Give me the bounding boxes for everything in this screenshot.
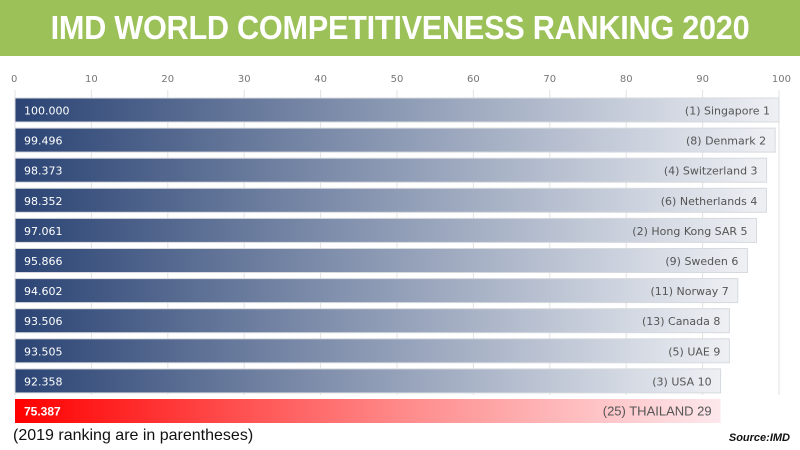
bar-row: 94.602 (11) Norway 7 [14, 278, 739, 304]
x-axis-ticks: 0 10 20 30 40 50 60 70 80 90 100 [11, 74, 791, 85]
x-tick-label: 0 [11, 74, 17, 85]
bar [14, 338, 730, 364]
source-credit: Source:IMD [728, 432, 790, 444]
bar-value-label: 98.352 [24, 195, 63, 208]
x-tick-label: 100 [772, 74, 791, 85]
chart-title: IMD WORLD COMPETITIVENESS RANKING 2020 [50, 9, 750, 46]
title-banner: IMD WORLD COMPETITIVENESS RANKING 2020 [0, 0, 800, 56]
bar [14, 127, 776, 153]
bar [14, 248, 748, 273]
bar [14, 368, 722, 394]
bar-value-label: 95.866 [24, 255, 63, 268]
bar-value-label: 94.602 [24, 285, 63, 298]
footnote: (2019 ranking are in parentheses) [13, 427, 254, 444]
x-tick-label: 30 [238, 74, 251, 85]
bar-value-label: 100.000 [24, 105, 70, 118]
bar-country-label: (3) USA 10 [652, 375, 711, 388]
bar-value-label: 93.505 [24, 345, 63, 358]
bar-value-label: 97.061 [24, 225, 63, 238]
x-tick-label: 50 [391, 74, 404, 85]
x-tick-label: 90 [696, 74, 709, 85]
bar-country-label: (2) Hong Kong SAR 5 [632, 225, 747, 238]
x-tick-label: 10 [85, 74, 98, 85]
bar-country-label: (25) THAILAND 29 [603, 404, 712, 419]
bar-value-label: 75.387 [24, 405, 61, 419]
bar [14, 187, 767, 213]
bar-country-label: (13) Canada 8 [642, 315, 720, 328]
x-tick-label: 80 [620, 74, 633, 85]
bar [14, 97, 780, 123]
bar-country-label: (8) Denmark 2 [686, 135, 766, 148]
bar-country-label: (9) Sweden 6 [665, 255, 738, 268]
bar-country-label: (1) Singapore 1 [685, 105, 770, 118]
bar-value-label: 99.496 [24, 135, 63, 148]
bar-row: 92.358 (3) USA 10 [14, 368, 722, 394]
bar-row-highlight: 75.387 (25) THAILAND 29 [15, 399, 721, 423]
bar-value-label: 92.358 [24, 375, 63, 388]
bar-country-label: (4) Switzerland 3 [664, 165, 758, 178]
x-tick-label: 70 [543, 74, 556, 85]
bar [14, 308, 730, 334]
bar [14, 278, 739, 304]
bar-row: 93.506 (13) Canada 8 [14, 308, 730, 334]
bar-chart: 0 10 20 30 40 50 60 70 80 90 100 100.000 (1) Singap… [11, 74, 791, 423]
bar-row: 98.352 (6) Netherlands 4 [14, 187, 767, 213]
bar-row: 95.866 (9) Sweden 6 [14, 248, 748, 273]
bar-row: 100.000 (1) Singapore 1 [14, 97, 780, 123]
bar-country-label: (6) Netherlands 4 [661, 195, 758, 208]
bar-row: 97.061 (2) Hong Kong SAR 5 [14, 217, 758, 243]
bar-value-label: 93.506 [24, 315, 63, 328]
bar [14, 157, 768, 183]
bars: 100.000 (1) Singapore 1 99.496 (8) Denmark … [14, 97, 780, 423]
bar-row: 98.373 (4) Switzerland 3 [14, 157, 768, 183]
bar-country-label: (5) UAE 9 [668, 345, 720, 358]
x-tick-label: 60 [467, 74, 480, 85]
bar-row: 93.505 (5) UAE 9 [14, 338, 730, 364]
x-tick-label: 40 [314, 74, 327, 85]
bar-row: 99.496 (8) Denmark 2 [14, 127, 776, 153]
bar [15, 399, 721, 423]
bar-country-label: (11) Norway 7 [650, 285, 728, 298]
bar [14, 217, 758, 243]
x-tick-label: 20 [161, 74, 174, 85]
bar-value-label: 98.373 [24, 165, 63, 178]
